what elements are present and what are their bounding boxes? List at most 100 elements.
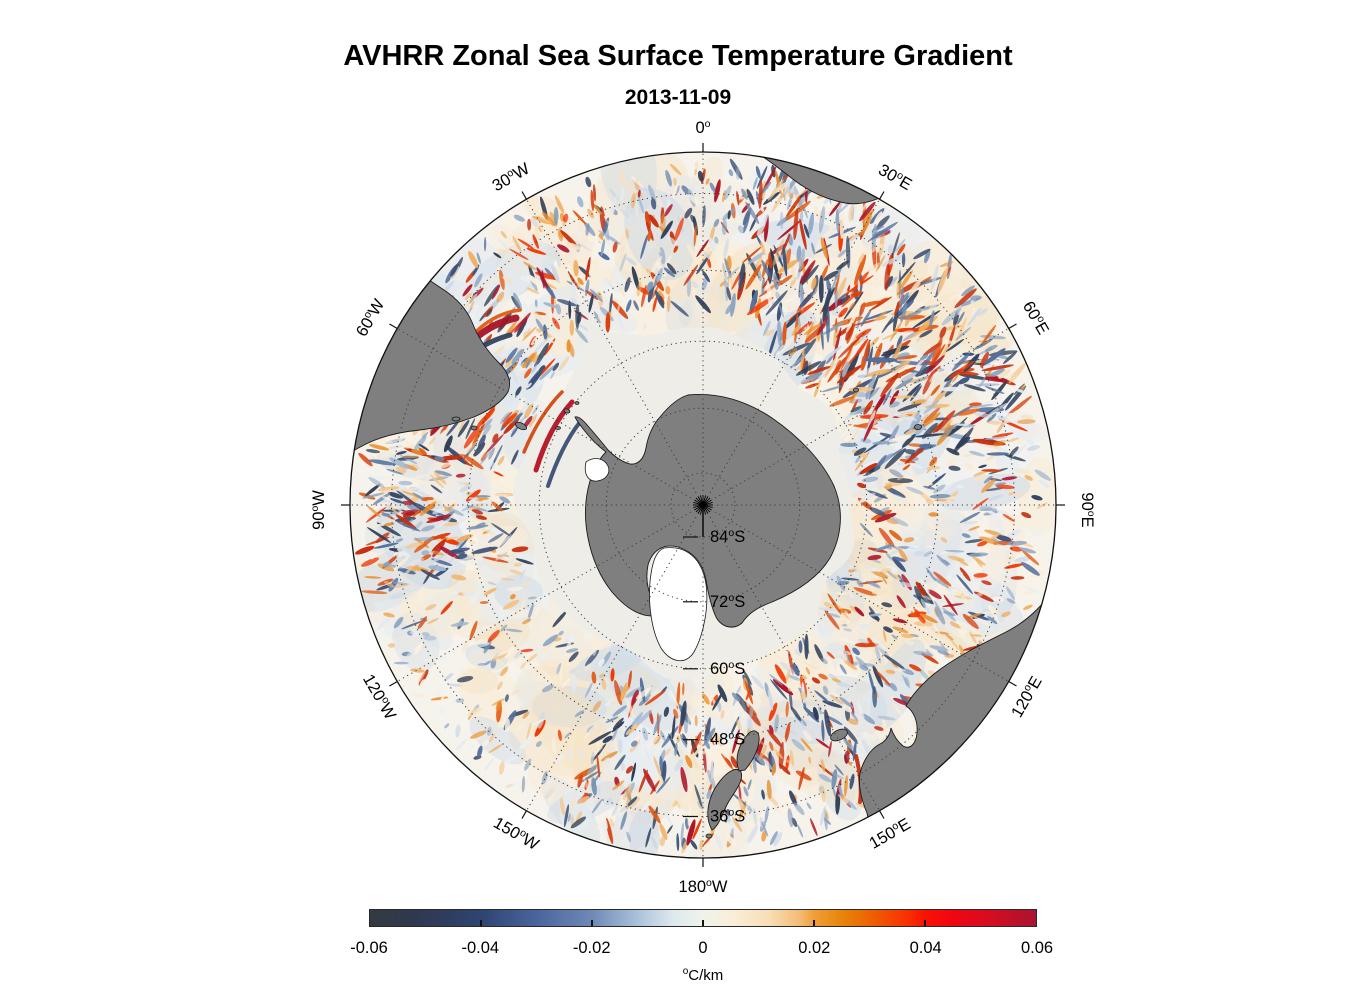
sst-filament xyxy=(597,785,601,795)
sst-filament xyxy=(534,719,546,737)
sst-filament xyxy=(743,786,749,797)
sst-filament xyxy=(803,206,808,219)
sst-filament xyxy=(493,252,502,259)
sst-filament xyxy=(913,550,926,557)
sst-filament xyxy=(625,224,637,233)
sst-filament xyxy=(881,717,888,734)
sst-filament xyxy=(741,700,747,712)
sst-filament xyxy=(900,358,912,364)
sst-filament xyxy=(920,354,929,361)
sst-filament xyxy=(834,764,844,776)
sst-filament xyxy=(535,223,540,241)
sst-filament xyxy=(927,365,941,378)
sst-filament xyxy=(815,738,830,749)
sst-filament xyxy=(860,438,872,444)
sst-filament xyxy=(926,466,941,471)
sst-filament xyxy=(455,724,461,738)
mottle-patch xyxy=(530,685,611,772)
mottle-patch xyxy=(1009,417,1048,443)
sst-filament xyxy=(726,266,740,280)
sst-filament xyxy=(511,449,519,465)
sst-filament xyxy=(843,628,853,632)
sst-filament xyxy=(866,368,892,377)
sst-filament xyxy=(847,718,859,725)
sst-filament xyxy=(929,645,949,652)
sst-filament xyxy=(445,445,467,465)
sst-filament xyxy=(569,343,575,358)
sst-filament xyxy=(484,758,495,771)
sst-filament xyxy=(860,355,864,371)
mottle-patch xyxy=(858,538,955,606)
sst-filament xyxy=(666,295,671,313)
sst-filament xyxy=(682,682,685,696)
parallel-label-72S: 72oS xyxy=(710,592,745,611)
sst-filament xyxy=(769,831,778,846)
sst-filament xyxy=(966,613,982,619)
sst-filament xyxy=(859,731,871,740)
sst-filament xyxy=(1008,446,1019,458)
sst-filament xyxy=(466,505,488,512)
sst-filament xyxy=(491,284,501,300)
sst-filament xyxy=(834,591,849,596)
sst-filament xyxy=(931,621,941,636)
sst-filament xyxy=(557,244,570,253)
sst-filament xyxy=(650,198,657,210)
sst-filament xyxy=(496,248,510,254)
meridian-label-90W: 90oW xyxy=(309,490,328,530)
sst-filament xyxy=(381,496,394,502)
sst-filament xyxy=(732,729,740,754)
sst-filament xyxy=(804,324,820,335)
sst-filament xyxy=(610,668,615,682)
sst-filament xyxy=(884,263,891,291)
sst-filament xyxy=(683,264,699,286)
mottle-patch xyxy=(456,667,508,734)
sst-filament xyxy=(923,550,933,557)
sst-filament xyxy=(968,526,980,531)
sst-filament xyxy=(945,634,954,641)
sst-filament xyxy=(977,308,989,316)
sst-filament xyxy=(874,544,893,552)
sst-filament xyxy=(799,210,804,223)
land-new-zealand-south-island xyxy=(707,769,743,831)
sst-filament xyxy=(998,369,1011,379)
sst-filament xyxy=(638,287,650,295)
sst-filament xyxy=(486,308,493,317)
sst-filament xyxy=(948,292,960,301)
sst-filament xyxy=(912,237,920,251)
sst-filament xyxy=(664,748,671,756)
sst-filament xyxy=(549,306,553,327)
sst-filament xyxy=(660,213,666,234)
mottle-patch xyxy=(700,668,734,720)
sst-filament xyxy=(749,289,758,315)
sst-filament xyxy=(570,796,577,812)
sst-filament xyxy=(837,794,850,803)
sst-filament xyxy=(534,600,542,606)
sst-filament xyxy=(383,612,395,618)
sst-filament xyxy=(673,180,679,199)
sst-filament xyxy=(455,538,469,554)
sst-filament xyxy=(487,581,497,586)
sst-filament xyxy=(531,363,538,374)
sst-filament xyxy=(609,818,614,827)
sst-filament xyxy=(393,616,404,629)
sst-filament xyxy=(867,243,884,255)
sst-filament xyxy=(468,540,477,545)
sst-filament xyxy=(941,307,962,326)
sst-filament xyxy=(551,264,560,284)
sst-filament xyxy=(355,545,375,555)
sst-filament xyxy=(945,496,956,503)
sst-filament xyxy=(800,719,806,732)
sst-filament xyxy=(525,382,532,389)
sst-filament xyxy=(705,178,710,185)
sst-filament xyxy=(513,292,523,312)
sst-filament xyxy=(451,574,467,581)
sst-filament xyxy=(505,347,518,363)
sst-filament xyxy=(465,418,476,440)
sst-filament xyxy=(762,320,771,337)
sst-filament xyxy=(894,468,911,476)
sst-filament xyxy=(819,806,827,826)
sst-filament xyxy=(820,237,828,260)
sst-filament xyxy=(887,570,898,580)
sst-filament xyxy=(867,734,875,739)
